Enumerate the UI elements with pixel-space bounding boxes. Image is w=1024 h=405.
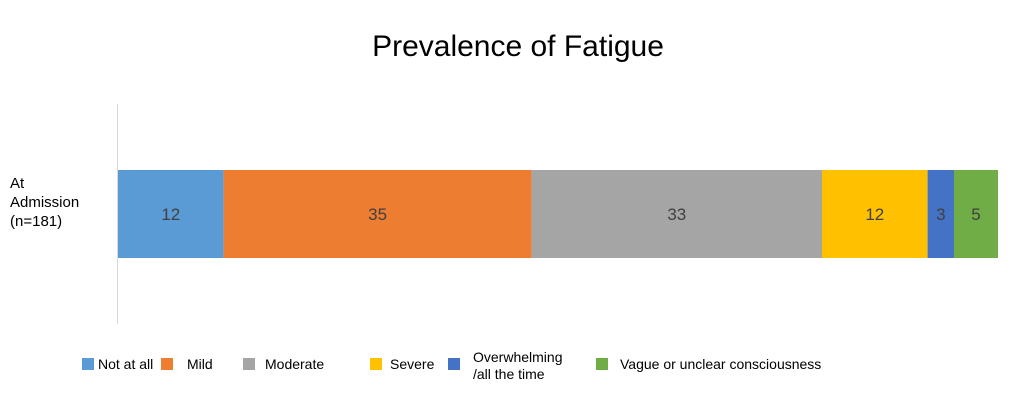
- legend-label-0: Not at all: [98, 356, 154, 372]
- bar-segment-3: [822, 170, 928, 258]
- legend-swatch-1: [161, 358, 173, 370]
- data-label-4: 3: [936, 205, 945, 224]
- data-label-5: 5: [971, 205, 980, 224]
- legend-label-5: Vague or unclear consciousness: [620, 356, 822, 372]
- chart-title: Prevalence of Fatigue: [372, 30, 664, 63]
- category-label: At Admission (n=181): [10, 175, 80, 230]
- bar-segment-1: [223, 170, 532, 258]
- bar-segment-5: [954, 170, 998, 258]
- data-label-1: 35: [368, 205, 387, 224]
- legend-swatch-3: [370, 358, 382, 370]
- data-label-3: 12: [865, 205, 884, 224]
- bar-segment-4: [927, 170, 954, 258]
- category-axis-line: [117, 104, 118, 324]
- legend-label-1: Mild: [187, 356, 213, 372]
- legend-swatch-4: [448, 358, 460, 370]
- data-label-2: 33: [667, 205, 686, 224]
- legend-swatch-2: [243, 358, 255, 370]
- legend-swatch-5: [596, 358, 608, 370]
- legend-swatch-0: [82, 358, 94, 370]
- legend-label-2: Moderate: [265, 356, 325, 372]
- bar-segment-2: [531, 170, 822, 258]
- legend-label-4: Overwhelming /all the time: [473, 349, 563, 382]
- legend-label-3: Severe: [390, 356, 435, 372]
- data-label-0: 12: [161, 205, 180, 224]
- bar-segment-0: [118, 170, 224, 258]
